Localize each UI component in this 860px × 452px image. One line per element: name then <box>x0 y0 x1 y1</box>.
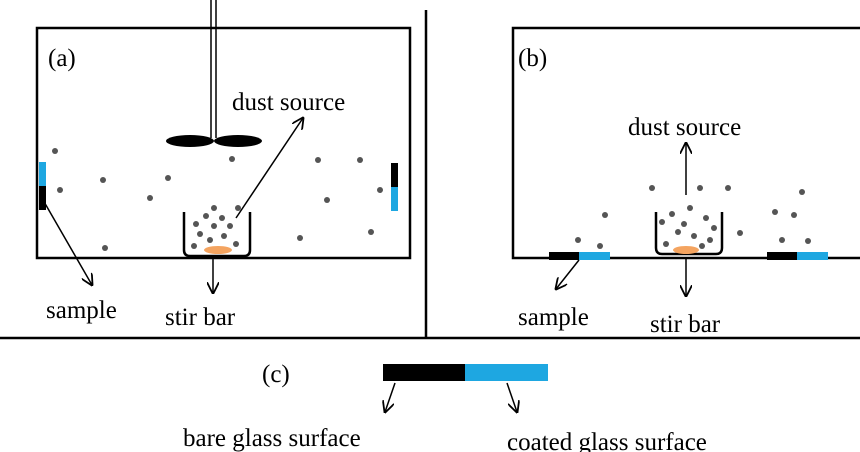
arrow <box>235 118 303 219</box>
stir-bar <box>204 246 232 254</box>
arrow <box>42 199 92 285</box>
dust-particle <box>737 230 743 236</box>
panel-label: (b) <box>518 45 547 72</box>
dust-particle <box>233 241 239 247</box>
arrow <box>506 382 517 412</box>
dust-particle <box>147 195 153 201</box>
coated-sample <box>579 252 610 260</box>
dust-particle <box>197 231 203 237</box>
bare-sample <box>383 364 465 381</box>
label: sample <box>518 304 589 331</box>
stir-bar <box>673 246 699 254</box>
dust-particle <box>191 243 197 249</box>
label: sample <box>46 297 117 324</box>
coated-sample <box>465 364 548 381</box>
dust-particle <box>663 241 669 247</box>
dust-particle <box>52 148 58 154</box>
dust-particle <box>575 237 581 243</box>
dust-particle <box>699 243 705 249</box>
bare-sample <box>549 252 579 260</box>
propeller <box>214 135 262 147</box>
dust-particle <box>779 237 785 243</box>
dust-particle <box>102 245 108 251</box>
dust-particle <box>602 212 608 218</box>
dust-particle <box>597 243 603 249</box>
dust-particle <box>707 237 713 243</box>
dust-particle <box>100 177 106 183</box>
arrow <box>385 382 396 412</box>
panel-label: (c) <box>262 361 290 388</box>
label: stir bar <box>165 304 236 331</box>
coated-sample <box>39 162 46 186</box>
panel-label: (a) <box>48 45 76 72</box>
dust-particle <box>221 233 227 239</box>
dust-particle <box>227 223 233 229</box>
dust-particle <box>207 237 213 243</box>
bare-sample <box>391 163 398 187</box>
dust-particle <box>229 156 235 162</box>
dust-particle <box>687 205 693 211</box>
dust-particle <box>368 229 374 235</box>
dust-particle <box>324 197 330 203</box>
dust-particle <box>377 187 383 193</box>
beaker <box>654 212 724 256</box>
dust-particle <box>165 175 171 181</box>
label: dust source <box>628 114 741 141</box>
label: bare glass surface <box>183 425 361 452</box>
dust-particle <box>805 238 811 244</box>
dust-particle <box>357 157 363 163</box>
dust-particle <box>711 225 717 231</box>
dust-particle <box>681 221 687 227</box>
bare-sample <box>39 186 46 210</box>
dust-particle <box>703 215 709 221</box>
dust-particle <box>691 233 697 239</box>
dust-particle <box>193 221 199 227</box>
dust-particle <box>791 212 797 218</box>
dust-particle <box>649 185 655 191</box>
arrow <box>556 259 580 289</box>
dust-particle <box>203 213 209 219</box>
propeller <box>166 135 214 147</box>
label: coated glass surface <box>507 429 707 452</box>
dust-particle <box>235 205 241 211</box>
dust-particle <box>211 223 217 229</box>
dust-particle <box>659 219 665 225</box>
dust-particle <box>211 205 217 211</box>
label: stir bar <box>650 311 721 338</box>
dust-particle <box>799 189 805 195</box>
coated-sample <box>391 187 398 211</box>
dust-particle <box>772 209 778 215</box>
dust-particle <box>697 185 703 191</box>
dust-particles <box>52 148 811 251</box>
dust-particle <box>725 185 731 191</box>
dust-particle <box>297 235 303 241</box>
dust-particle <box>675 229 681 235</box>
dust-particle <box>669 211 675 217</box>
dust-particle <box>57 187 63 193</box>
coated-sample <box>797 252 828 260</box>
beaker <box>182 212 252 258</box>
dust-particle <box>219 215 225 221</box>
label: dust source <box>232 89 345 116</box>
dust-particle <box>315 157 321 163</box>
chamber-a <box>35 26 412 260</box>
bare-sample <box>767 252 797 260</box>
